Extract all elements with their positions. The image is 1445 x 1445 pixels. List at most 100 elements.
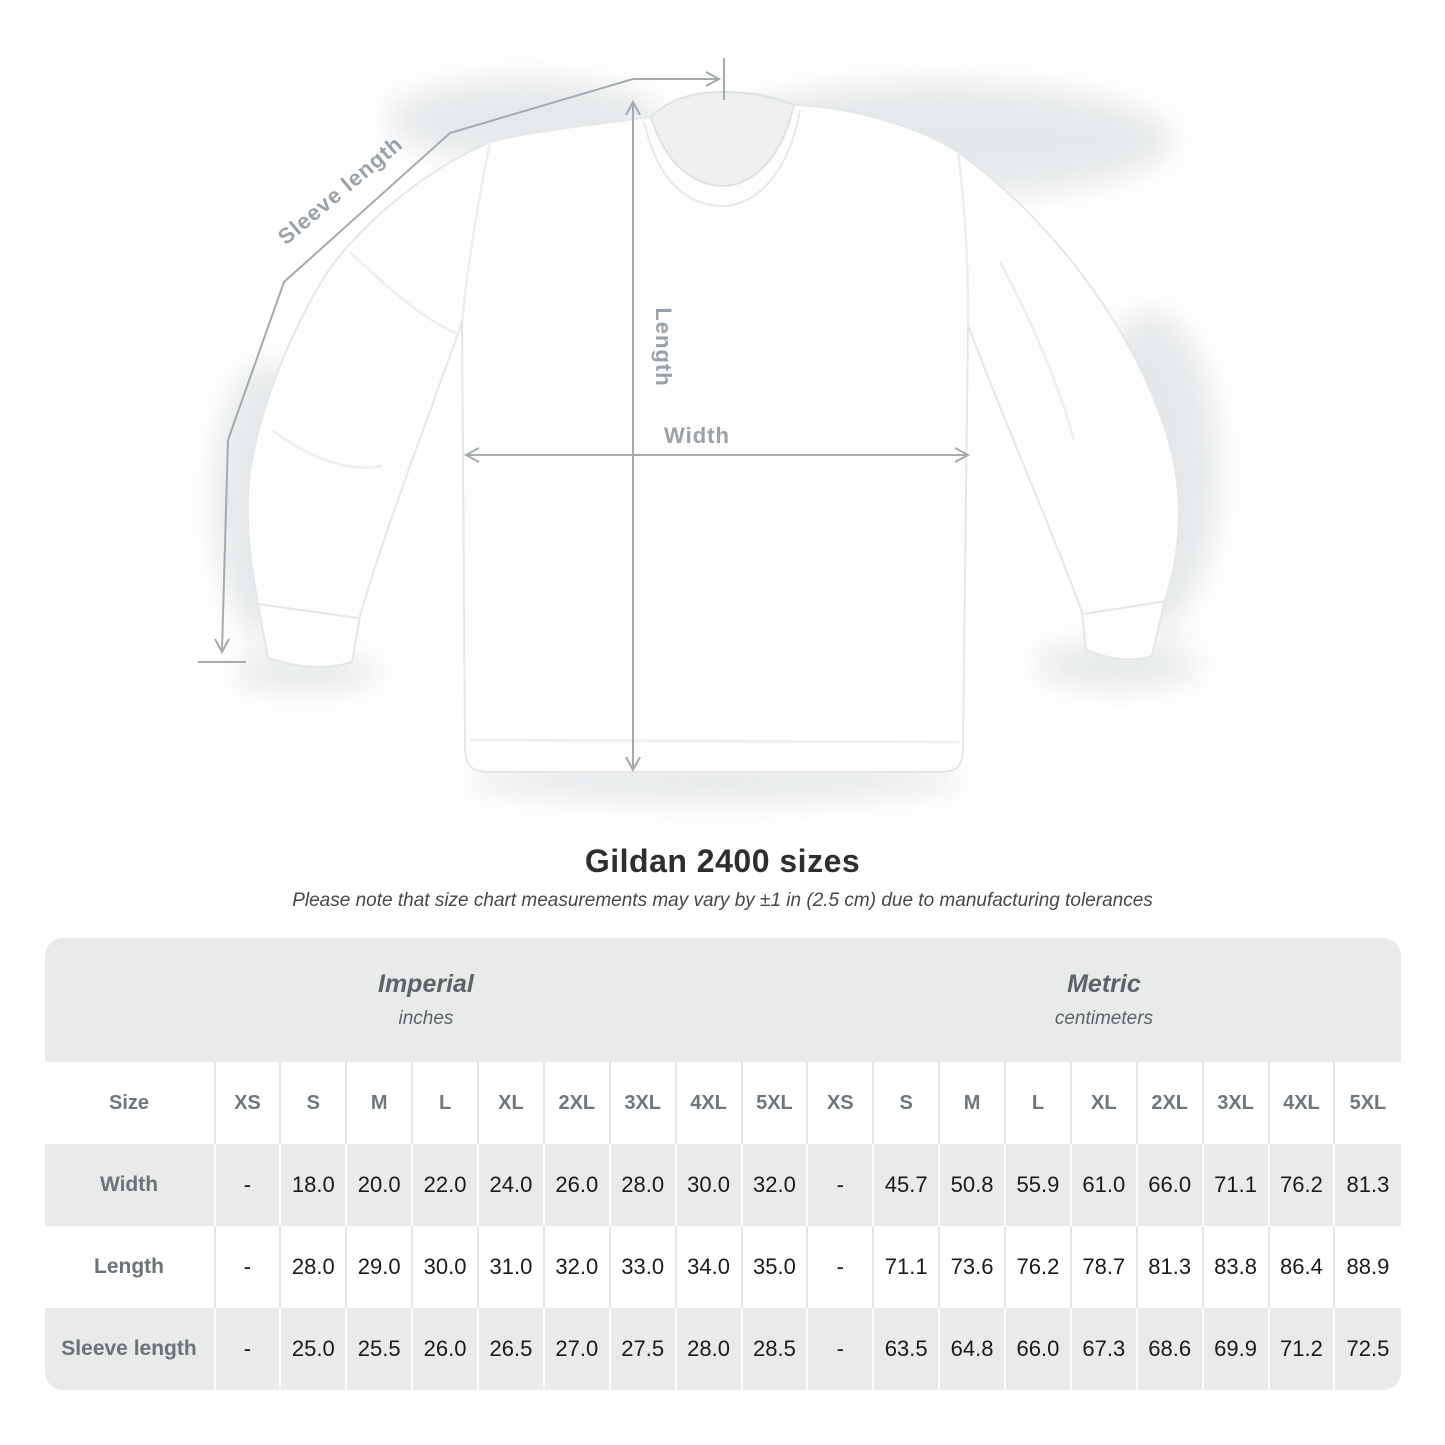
width-label: Width — [664, 423, 730, 448]
measurement-row: Length -28.0 29.0 30.0 31.0 32.0 33.0 34.0 35.0-… — [44, 1226, 1401, 1308]
size-column-header: M — [345, 1062, 413, 1144]
measurement-cell: 28.0 — [279, 1226, 347, 1308]
size-column-header: XL — [477, 1062, 544, 1144]
measurement-cell: - — [213, 1308, 281, 1390]
measurement-cell: 69.9 — [1201, 1308, 1269, 1390]
measurement-row-label: Width — [44, 1144, 215, 1226]
measurement-cell: - — [806, 1144, 874, 1226]
length-measure: Length — [625, 99, 676, 773]
page-subtitle: Please note that size chart measurements… — [292, 890, 1153, 911]
measurement-cell: 81.3 — [1135, 1226, 1203, 1308]
measurement-cell: - — [806, 1226, 874, 1308]
measurement-cell: 76.2 — [1267, 1144, 1335, 1226]
sleeve-length-arrow — [221, 78, 718, 651]
measurement-cell: 30.0 — [674, 1144, 742, 1226]
measurement-cell: 27.0 — [542, 1308, 610, 1390]
size-column-header: S — [872, 1062, 940, 1144]
measurement-cell: 35.0 — [740, 1226, 808, 1308]
measurement-cell: 32.0 — [740, 1144, 808, 1226]
measurement-cell: - — [213, 1226, 281, 1308]
measurement-cell: 26.0 — [411, 1308, 478, 1390]
size-column-header: 4XL — [1267, 1062, 1335, 1144]
measurement-cell: 73.6 — [938, 1226, 1005, 1308]
page-title: Gildan 2400 sizes — [584, 843, 861, 879]
size-column-header: XS — [213, 1062, 281, 1144]
measurement-cell: 27.5 — [608, 1308, 676, 1390]
measurement-cell: - — [213, 1144, 281, 1226]
measurement-cell: 30.0 — [411, 1226, 478, 1308]
measurement-cell: 34.0 — [674, 1226, 742, 1308]
size-column-header: M — [938, 1062, 1005, 1144]
measurement-cell: - — [806, 1308, 874, 1390]
size-column-header: 3XL — [1201, 1062, 1269, 1144]
size-column-header: 5XL — [1333, 1062, 1401, 1144]
size-table: Imperial inches Metric centimeters Size … — [44, 938, 1401, 1390]
measurement-cell: 25.5 — [345, 1308, 413, 1390]
measurement-cell: 50.8 — [938, 1144, 1005, 1226]
width-measure: Width — [463, 423, 971, 463]
measurement-cell: 71.2 — [1267, 1308, 1335, 1390]
measurement-row-label: Length — [44, 1226, 215, 1308]
measurement-row: Width -18.0 20.0 22.0 24.0 26.0 28.0 30.0 32.0-4… — [44, 1144, 1401, 1226]
length-label: Length — [651, 307, 676, 386]
size-column-header: 2XL — [542, 1062, 610, 1144]
measurement-cell: 67.3 — [1069, 1308, 1137, 1390]
measurement-cell: 55.9 — [1004, 1144, 1071, 1226]
size-column-header: 3XL — [608, 1062, 676, 1144]
measurement-cell: 64.8 — [938, 1308, 1005, 1390]
size-column-header: 4XL — [674, 1062, 742, 1144]
metric-header: Metric centimeters — [807, 938, 1400, 1062]
heading-block: Gildan 2400 sizes Please note that size … — [0, 843, 1445, 912]
size-table-card: Imperial inches Metric centimeters Size … — [44, 938, 1401, 1390]
measurement-cell: 76.2 — [1004, 1226, 1071, 1308]
measurement-cell: 78.7 — [1069, 1226, 1137, 1308]
metric-title: Metric — [1067, 970, 1141, 998]
measurement-cell: 28.0 — [674, 1308, 742, 1390]
measurement-cell: 68.6 — [1135, 1308, 1203, 1390]
measurement-cell: 71.1 — [872, 1226, 940, 1308]
imperial-header: Imperial inches — [45, 938, 808, 1062]
measurement-cell: 66.0 — [1135, 1144, 1203, 1226]
size-column-header: XL — [1069, 1062, 1137, 1144]
shirt-illustration — [246, 90, 1180, 773]
shirt-collar — [649, 90, 796, 188]
measurement-cell: 25.0 — [279, 1308, 347, 1390]
metric-unit: centimeters — [1054, 1008, 1154, 1029]
measurement-cell: 66.0 — [1004, 1308, 1071, 1390]
measurement-cell: 22.0 — [411, 1144, 478, 1226]
measurement-cell: 24.0 — [477, 1144, 544, 1226]
measurement-cell: 28.5 — [740, 1308, 808, 1390]
size-column-header: S — [279, 1062, 347, 1144]
measurement-cell: 71.1 — [1201, 1144, 1269, 1226]
measurement-cell: 20.0 — [345, 1144, 413, 1226]
size-column-header: 5XL — [740, 1062, 808, 1144]
unit-header-row: Imperial inches Metric centimeters — [45, 938, 1401, 1062]
size-header-row: Size XS S M L XL 2XL 3XL 4XL 5XL XS S M L XL 2XL 3XL 4XL… — [44, 1062, 1401, 1144]
measurement-cell: 86.4 — [1267, 1226, 1335, 1308]
size-column-header: 2XL — [1135, 1062, 1203, 1144]
measurement-cell: 32.0 — [542, 1226, 610, 1308]
measurement-cell: 88.9 — [1333, 1226, 1401, 1308]
measurement-cell: 81.3 — [1333, 1144, 1401, 1226]
size-column-header: L — [1004, 1062, 1071, 1144]
shirt-diagram: Sleeve length Length Width — [198, 58, 1220, 802]
measurement-cell: 18.0 — [279, 1144, 347, 1226]
measurement-cell: 29.0 — [345, 1226, 413, 1308]
size-column-header: XS — [806, 1062, 874, 1144]
measurement-cell: 63.5 — [872, 1308, 940, 1390]
measurement-cell: 61.0 — [1069, 1144, 1137, 1226]
imperial-title: Imperial — [378, 970, 474, 998]
measurement-cell: 33.0 — [608, 1226, 676, 1308]
measurement-row: Sleeve length -25.0 25.5 26.0 26.5 27.0 27.5 28… — [44, 1308, 1401, 1390]
measurement-cell: 72.5 — [1333, 1308, 1401, 1390]
measurement-cell: 26.5 — [477, 1308, 544, 1390]
measurement-cell: 83.8 — [1201, 1226, 1269, 1308]
measurement-cell: 31.0 — [477, 1226, 544, 1308]
measurement-cell: 26.0 — [542, 1144, 610, 1226]
imperial-unit: inches — [398, 1008, 454, 1029]
measurement-row-label: Sleeve length — [44, 1308, 215, 1390]
measurement-cell: 28.0 — [608, 1144, 676, 1226]
size-corner-label: Size — [44, 1062, 215, 1144]
measurement-cell: 45.7 — [872, 1144, 940, 1226]
